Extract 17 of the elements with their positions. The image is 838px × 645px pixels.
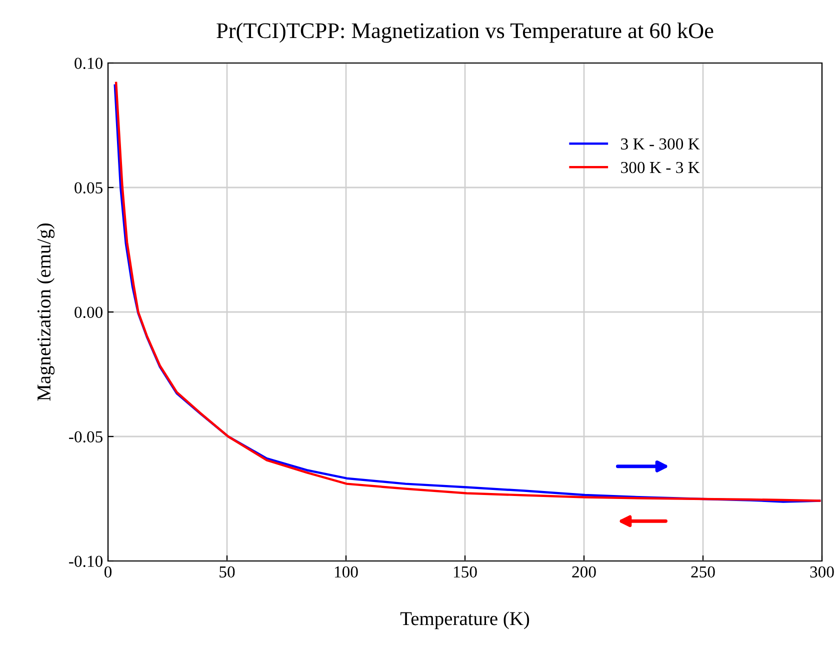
x-tick-label: 150	[454, 566, 477, 578]
x-tick-label: 250	[691, 566, 715, 578]
x-tick-label: 0	[104, 566, 112, 578]
x-tick-label: 300	[810, 566, 834, 578]
y-tick-label: -0.10	[69, 556, 103, 568]
x-tick-label: 200	[572, 566, 596, 578]
legend-label: 3 K - 300 K	[621, 138, 700, 150]
x-axis-title: Temperature (K)	[400, 612, 530, 630]
chart-title: Pr(TCI)TCPP: Magnetization vs Temperature at 60 kOe	[216, 22, 714, 43]
x-tick-label: 100	[334, 566, 358, 578]
y-tick-label: 0.05	[74, 182, 102, 194]
y-axis-title: Magnetization (emu/g)	[36, 223, 55, 401]
y-tick-label: 0.00	[74, 306, 103, 318]
y-tick-label: 0.10	[74, 58, 103, 70]
legend-label: 300 K - 3 K	[621, 162, 700, 174]
y-tick-label: -0.05	[69, 431, 102, 443]
x-tick-label: 50	[220, 566, 235, 578]
